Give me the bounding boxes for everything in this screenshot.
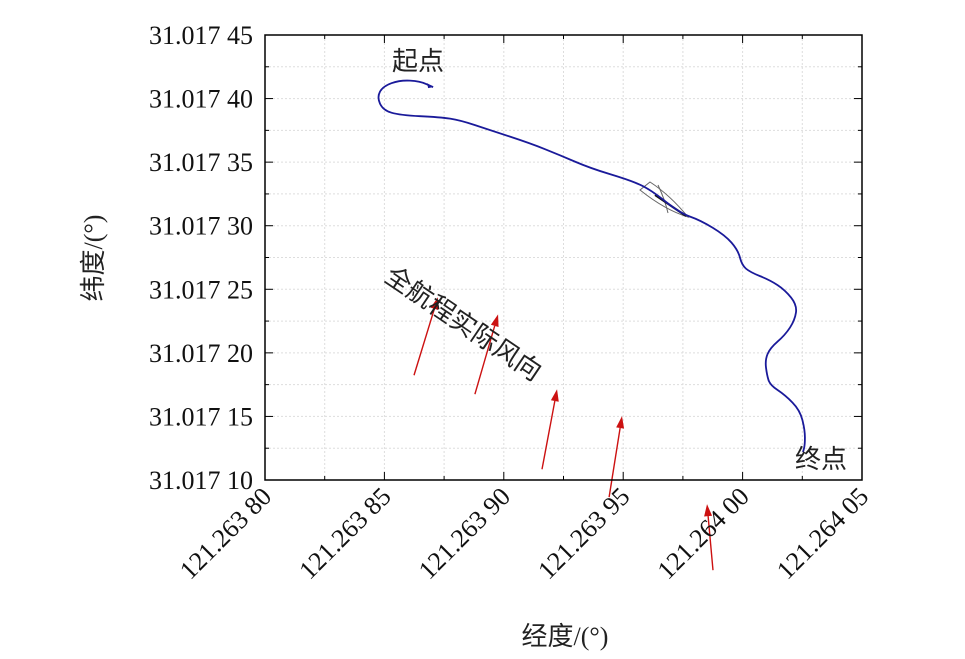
wind-arrow-head	[704, 504, 713, 517]
wind-arrow	[413, 297, 439, 376]
y-axis-label: 纬度/(°)	[79, 215, 108, 302]
wind-arrow-head	[550, 389, 559, 402]
y-tick-label: 31.017 15	[149, 402, 253, 431]
track-start-arrowhead	[427, 83, 434, 89]
y-tick-label: 31.017 20	[149, 339, 253, 368]
x-tick-label: 121.264 00	[652, 482, 755, 585]
x-tick-label: 121.263 85	[293, 482, 396, 585]
x-tick-label: 121.264 05	[771, 482, 874, 585]
end-label: 终点	[795, 445, 847, 474]
wind-label: 全航程实际风向	[380, 261, 547, 387]
y-tick-label: 31.017 25	[149, 275, 253, 304]
x-axis-label: 经度/(°)	[522, 622, 609, 651]
grid	[265, 35, 862, 480]
wind-arrows	[413, 297, 714, 571]
track-path	[377, 79, 806, 453]
wind-arrow-shaft	[608, 427, 621, 498]
wind-arrow-shaft	[474, 325, 496, 395]
start-label: 起点	[392, 47, 444, 76]
wind-arrow-shaft	[541, 400, 556, 470]
wind-arrow	[608, 416, 625, 498]
axis-ticks: 31.017 10 31.017 15 31.017 20 31.017 25 31.0…	[149, 21, 874, 585]
wind-arrow-shaft	[707, 516, 714, 571]
y-tick-label: 31.017 45	[149, 21, 253, 50]
wind-arrow	[474, 314, 499, 395]
y-tick-label: 31.017 35	[149, 148, 253, 177]
wind-arrow-head	[430, 297, 439, 310]
wind-arrow-shaft	[413, 308, 436, 376]
x-tick-label: 121.263 80	[174, 482, 277, 585]
wind-arrow-head	[490, 314, 499, 327]
wind-arrow-head	[616, 416, 625, 429]
y-tick-label: 31.017 10	[149, 466, 253, 495]
x-tick-label: 121.263 95	[532, 482, 635, 585]
y-tick-label: 31.017 30	[149, 212, 253, 241]
wind-arrow	[541, 389, 559, 470]
wind-arrow	[704, 504, 714, 571]
track-line	[377, 79, 806, 453]
y-tick-label: 31.017 40	[149, 85, 253, 114]
x-tick-label: 121.263 90	[413, 482, 516, 585]
